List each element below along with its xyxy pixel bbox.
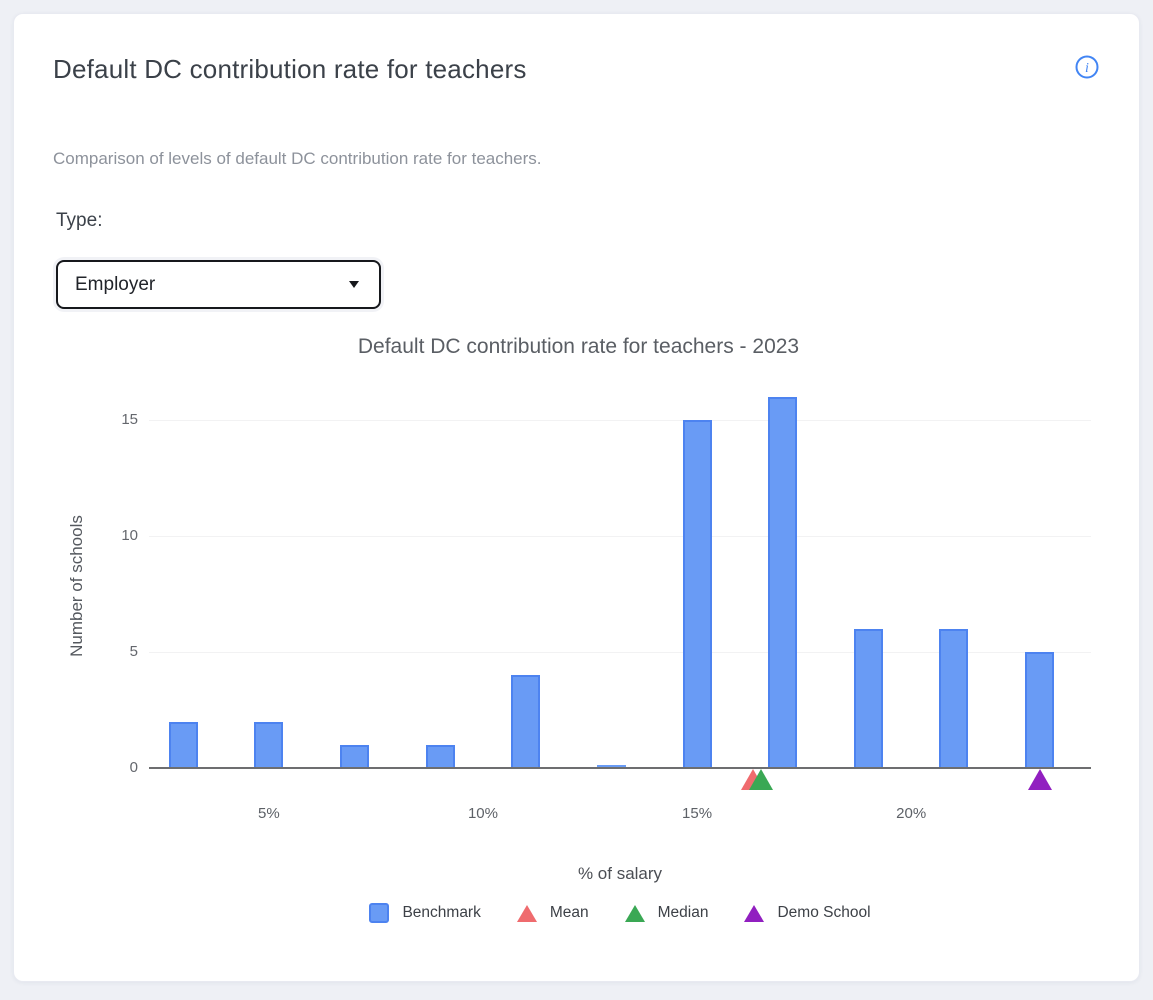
bar-23pct[interactable] bbox=[1025, 652, 1055, 768]
bar-3pct[interactable] bbox=[168, 721, 198, 768]
legend-label: Demo School bbox=[777, 904, 871, 921]
gridline-y-5 bbox=[149, 652, 1091, 654]
x-tick-label-15: 15% bbox=[682, 805, 713, 822]
legend-triangle-icon bbox=[744, 904, 765, 922]
legend-triangle-icon bbox=[516, 904, 537, 922]
type-label: Type: bbox=[56, 210, 103, 231]
marker-demo-school[interactable] bbox=[1027, 769, 1052, 790]
bar-17pct[interactable] bbox=[768, 396, 798, 768]
legend-item-benchmark[interactable]: Benchmark bbox=[369, 903, 481, 923]
y-axis-title: Number of schools bbox=[67, 515, 86, 657]
type-select[interactable]: Employer bbox=[56, 260, 381, 309]
plot-area: 0 5 10 15 5% 10% 15% 20% bbox=[121, 390, 1091, 822]
info-icon[interactable]: i bbox=[1074, 54, 1100, 80]
x-axis-title: % of salary bbox=[577, 864, 663, 883]
svg-text:i: i bbox=[1085, 61, 1089, 76]
x-tick-label-5: 5% bbox=[258, 805, 280, 822]
legend-label: Mean bbox=[549, 904, 589, 921]
x-tick-label-20: 20% bbox=[896, 805, 927, 822]
x-tick-label-10: 10% bbox=[467, 805, 498, 822]
y-tick-label-0: 0 bbox=[129, 759, 138, 776]
bar-13pct[interactable] bbox=[596, 765, 626, 768]
x-axis-line bbox=[149, 767, 1091, 769]
bar-9pct[interactable] bbox=[425, 744, 455, 768]
chart-card: Default DC contribution rate for teacher… bbox=[13, 13, 1140, 982]
bar-21pct[interactable] bbox=[939, 628, 969, 768]
legend-item-median[interactable]: Median bbox=[624, 904, 709, 922]
gridline-y-10 bbox=[149, 536, 1091, 538]
bar-15pct[interactable] bbox=[682, 420, 712, 768]
y-tick-label-10: 10 bbox=[121, 527, 138, 545]
page-title: Default DC contribution rate for teacher… bbox=[53, 54, 527, 84]
y-tick-label-5: 5 bbox=[129, 643, 138, 661]
legend-item-mean[interactable]: Mean bbox=[516, 904, 589, 922]
bar-5pct[interactable] bbox=[254, 721, 284, 768]
legend-triangle-icon bbox=[624, 904, 645, 922]
y-tick-label-15: 15 bbox=[121, 411, 138, 429]
legend-label: Benchmark bbox=[402, 904, 481, 921]
gridline-y-15 bbox=[149, 420, 1091, 422]
marker-median[interactable] bbox=[749, 769, 774, 790]
bar-19pct[interactable] bbox=[853, 628, 883, 768]
legend-label: Median bbox=[657, 904, 709, 921]
subtitle: Comparison of levels of default DC contr… bbox=[53, 149, 542, 168]
bar-7pct[interactable] bbox=[340, 744, 370, 768]
legend-item-demo-school[interactable]: Demo School bbox=[744, 904, 871, 922]
chart-legend: Benchmark Mean Median Demo School bbox=[149, 900, 1091, 926]
legend-square-icon bbox=[369, 903, 390, 923]
chart-title: Default DC contribution rate for teacher… bbox=[357, 335, 800, 358]
type-select-value: Employer bbox=[75, 273, 156, 295]
bar-11pct[interactable] bbox=[511, 675, 541, 768]
chevron-down-icon bbox=[349, 281, 359, 288]
